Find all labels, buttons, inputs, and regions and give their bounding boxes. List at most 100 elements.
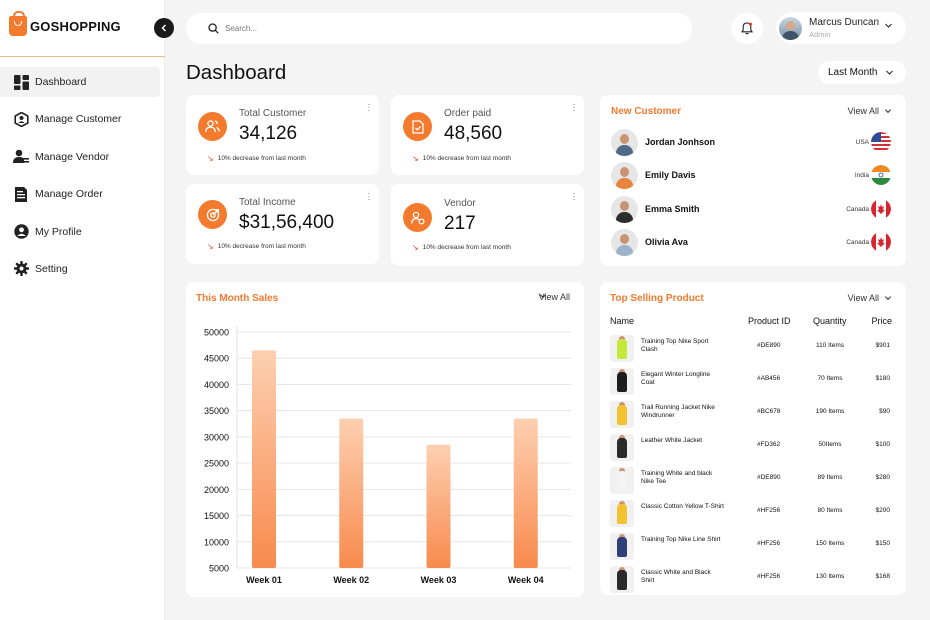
sidebar-item-manage-customer[interactable]: Manage Customer <box>0 104 160 134</box>
customer-name: Olivia Ava <box>645 237 688 247</box>
sidebar-item-label: Dashboard <box>35 76 87 88</box>
avatar <box>611 128 638 156</box>
column-header-quantity: Quantity <box>813 316 847 326</box>
trend-down-icon: ↘ <box>207 242 214 251</box>
product-thumbnail <box>610 566 634 593</box>
sidebar-item-setting[interactable]: Setting <box>0 254 160 284</box>
product-name: Training Top Nike Line Shirt <box>641 536 721 543</box>
product-row[interactable]: Trail Running Jacket Nike Windrunner #BC6… <box>610 401 894 428</box>
sidebar-item-manage-order[interactable]: Manage Order <box>0 179 160 209</box>
top-selling-title: Top Selling Product <box>610 293 704 304</box>
customer-country: Canada <box>846 238 869 246</box>
chevron-left-icon <box>161 24 166 32</box>
x-tick-label: Week 01 <box>246 575 282 585</box>
customer-country: USA <box>855 138 869 146</box>
product-row[interactable]: Training Top Nike Sport Clash #DE890 110 I… <box>610 335 894 362</box>
sidebar-item-dashboard[interactable]: Dashboard <box>0 67 160 97</box>
chevron-down-icon <box>886 70 894 75</box>
product-name: Training Top Nike Sport Clash <box>641 338 709 353</box>
sidebar-item-manage-vendor[interactable]: Manage Vendor <box>0 142 160 172</box>
product-quantity: 190 Items <box>815 408 845 415</box>
product-price: $100 <box>875 441 890 448</box>
product-quantity: 89 Items <box>817 474 843 481</box>
product-price: $150 <box>875 540 890 547</box>
product-id: #DE890 <box>757 342 781 349</box>
view-all-label: View All <box>847 293 879 303</box>
bar-week-04[interactable] <box>513 418 538 568</box>
search-input[interactable] <box>225 24 625 33</box>
y-tick-label: 45000 <box>204 354 229 364</box>
y-tick-label: 15000 <box>204 511 229 521</box>
order-icon <box>13 186 29 202</box>
gear-icon <box>13 261 29 277</box>
brand-logo[interactable]: GOSHOPPING <box>9 11 121 36</box>
search-bar[interactable] <box>186 13 692 44</box>
stat-card-total-income: Total Income $31,56,400 ↘ 10% decrease fr… <box>186 184 379 264</box>
trend-down-icon: ↘ <box>412 154 419 163</box>
product-row[interactable]: Classic White and Black Shirt #HF256 130 I… <box>610 566 894 593</box>
more-options-icon[interactable]: · · · <box>367 189 371 204</box>
bar-week-02[interactable] <box>339 418 364 568</box>
product-name: Elegant Winter Longline Coat <box>641 371 711 386</box>
product-row[interactable]: Leather White Jacket #FD362 50Items $100 <box>610 434 894 461</box>
customer-name: Jordan Jonhson <box>645 137 716 147</box>
india-flag-icon <box>871 165 891 185</box>
product-thumbnail <box>610 401 634 428</box>
new-customer-view-all[interactable]: View All <box>848 106 892 116</box>
chevron-down-icon <box>884 296 892 301</box>
vendor-icon <box>13 149 29 165</box>
stat-label: Total Income <box>239 197 296 208</box>
sidebar-item-label: Setting <box>35 262 68 275</box>
customer-row[interactable]: Jordan Jonhson USA <box>611 128 893 156</box>
product-row[interactable]: Training Top Nike Line Shirt #HF256 150 It… <box>610 533 894 560</box>
stat-value: 48,560 <box>444 123 503 144</box>
y-tick-label: 25000 <box>204 459 229 469</box>
y-tick-label: 20000 <box>204 485 229 495</box>
sidebar-item-my-profile[interactable]: My Profile <box>0 217 160 247</box>
product-name: Leather White Jacket <box>641 437 703 444</box>
period-select[interactable]: Last Month <box>818 61 906 84</box>
bar-week-01[interactable] <box>252 350 276 568</box>
bar-week-03[interactable] <box>426 444 451 568</box>
stat-trend: ↘ 10% decrease from last month <box>412 243 511 252</box>
shopping-bag-icon <box>9 11 27 36</box>
product-name: Trail Running Jacket Nike Windrunner <box>641 404 715 419</box>
chevron-down-icon <box>884 109 892 114</box>
product-thumbnail <box>610 368 634 395</box>
stat-label: Order paid <box>444 108 492 119</box>
user-role: Admin <box>809 30 831 39</box>
user-profile-menu[interactable]: Marcus Duncan Admin <box>776 12 906 44</box>
stat-trend: ↘ 10% decrease from last month <box>207 242 306 251</box>
search-icon <box>208 23 219 34</box>
user-name: Marcus Duncan <box>809 17 880 28</box>
sidebar-collapse-button[interactable] <box>154 18 174 38</box>
product-name: Training White and black Nike Tee <box>641 470 713 485</box>
product-row[interactable]: Training White and black Nike Tee #DE890 8… <box>610 467 894 494</box>
more-options-icon[interactable]: · · · <box>572 189 576 204</box>
customer-row[interactable]: Emily Davis India <box>611 161 893 189</box>
avatar <box>611 161 638 189</box>
x-tick-label: Week 02 <box>333 575 369 585</box>
more-options-icon[interactable]: · · · <box>367 100 371 115</box>
sales-view-all[interactable]: View All <box>539 292 570 302</box>
product-row[interactable]: Classic Cotton Yellow T-Shirt #HF256 80 It… <box>610 500 894 527</box>
stat-trend: ↘ 10% decrease from last month <box>207 154 306 163</box>
product-quantity: 150 Items <box>815 540 845 547</box>
customer-row[interactable]: Emma Smith Canada <box>611 195 893 223</box>
receipt-icon <box>403 112 432 141</box>
customer-row[interactable]: Olivia Ava Canada <box>611 228 893 256</box>
top-selling-panel: Top Selling Product View All Name Produc… <box>600 282 906 595</box>
top-selling-view-all[interactable]: View All <box>848 293 892 303</box>
x-tick-label: Week 03 <box>421 575 457 585</box>
product-thumbnail <box>610 533 634 560</box>
stat-trend: ↘ 10% decrease from last month <box>412 154 511 163</box>
product-row[interactable]: Elegant Winter Longline Coat #AB456 70 Ite… <box>610 368 894 395</box>
product-price: $168 <box>875 573 890 580</box>
sales-bar-chart: 50000 45000 40000 35000 30000 25000 20000 15000… <box>204 326 571 585</box>
avatar <box>779 16 802 40</box>
customer-name: Emily Davis <box>645 170 696 180</box>
stat-value: 34,126 <box>239 123 298 144</box>
notification-button[interactable] <box>731 13 763 44</box>
more-options-icon[interactable]: · · · <box>572 100 576 115</box>
stat-value: 217 <box>444 213 476 234</box>
